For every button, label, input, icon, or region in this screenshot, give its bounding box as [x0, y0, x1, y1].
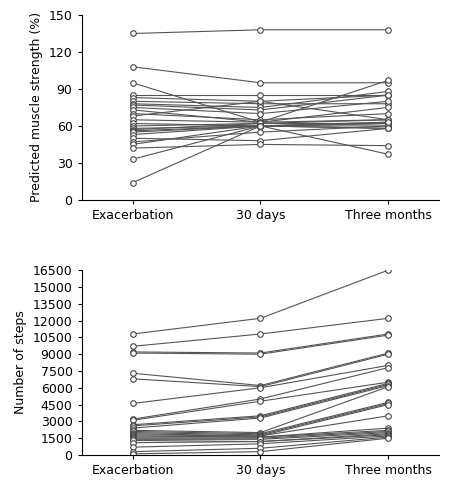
Y-axis label: Number of steps: Number of steps: [14, 310, 27, 414]
Y-axis label: Predicted muscle strength (%): Predicted muscle strength (%): [30, 12, 43, 202]
